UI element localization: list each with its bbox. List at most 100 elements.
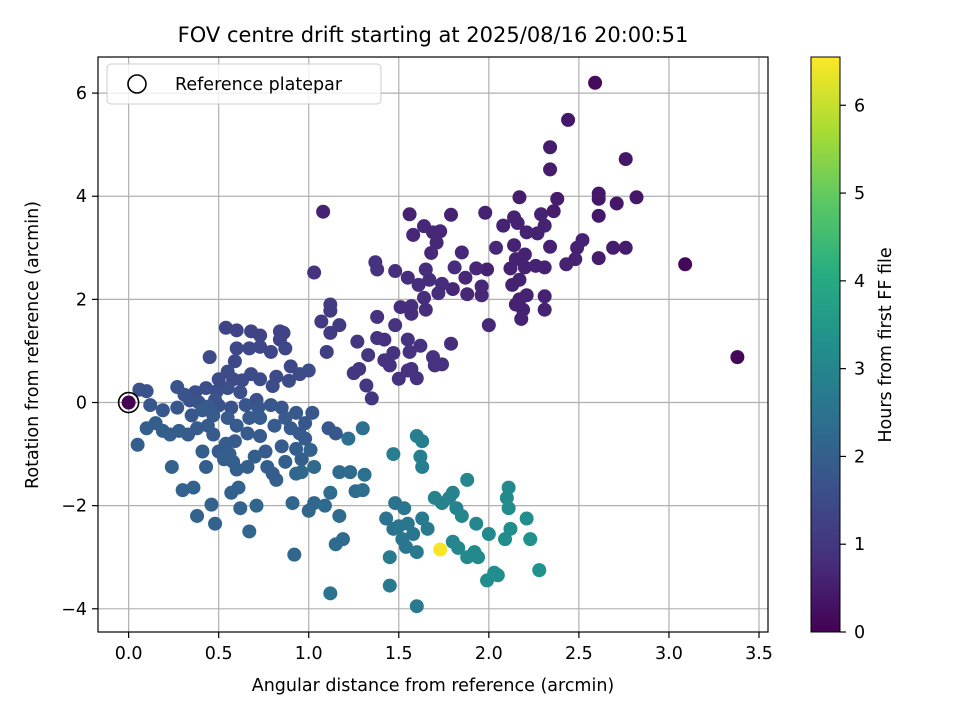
data-point — [505, 277, 520, 292]
data-point — [267, 418, 282, 433]
data-point — [402, 207, 417, 222]
data-point — [546, 204, 561, 219]
data-point — [251, 400, 266, 415]
data-point — [501, 480, 516, 495]
data-point — [379, 511, 394, 526]
data-point — [588, 75, 603, 90]
data-point — [499, 490, 514, 505]
data-point — [393, 300, 408, 315]
data-point — [240, 426, 255, 441]
data-point — [206, 408, 221, 423]
data-point — [609, 196, 624, 211]
data-point — [543, 162, 558, 177]
data-point — [678, 257, 693, 272]
colorbar-tick-label: 4 — [854, 272, 865, 292]
data-point — [398, 539, 413, 554]
data-point — [537, 302, 552, 317]
data-point — [478, 205, 493, 220]
data-point — [532, 563, 547, 578]
data-point — [444, 207, 459, 222]
y-tick-label: 0 — [76, 394, 87, 414]
x-axis-label: Angular distance from reference (arcmin) — [252, 676, 615, 696]
colorbar-tick-label: 3 — [854, 360, 865, 380]
colorbar-ticks: 0 1 2 3 4 5 6 — [840, 96, 865, 643]
data-point — [451, 540, 466, 555]
data-point — [618, 152, 633, 167]
data-point — [382, 358, 397, 373]
data-point — [307, 459, 322, 474]
data-point — [537, 218, 552, 233]
reference-point-marker — [117, 391, 140, 414]
data-point — [323, 586, 338, 601]
data-point — [307, 496, 322, 511]
data-point — [143, 398, 158, 413]
data-point — [190, 508, 205, 523]
y-tick-label: −4 — [61, 600, 87, 620]
data-point — [519, 225, 534, 240]
data-point — [618, 240, 633, 255]
data-point — [332, 508, 347, 523]
x-tick-label: 2.0 — [475, 644, 503, 664]
data-point — [229, 462, 244, 477]
data-point — [121, 395, 136, 410]
data-point — [242, 341, 257, 356]
colorbar-tick-label: 2 — [854, 447, 865, 467]
data-point — [537, 260, 552, 275]
data-point — [132, 382, 147, 397]
data-point — [512, 190, 527, 205]
data-point — [445, 485, 460, 500]
data-point — [233, 385, 248, 400]
data-point — [481, 527, 496, 542]
data-point — [253, 429, 268, 444]
data-point — [415, 459, 430, 474]
data-point — [422, 272, 437, 287]
data-point — [204, 497, 219, 512]
data-point — [247, 449, 262, 464]
x-tick-label: 1.5 — [385, 644, 413, 664]
x-tick-label: 1.0 — [295, 644, 323, 664]
data-point — [285, 496, 300, 511]
data-point — [195, 444, 210, 459]
data-point — [386, 447, 401, 462]
data-point — [550, 191, 565, 206]
data-point — [510, 216, 525, 231]
colorbar-gradient — [810, 56, 841, 633]
data-point — [490, 568, 505, 583]
data-point — [253, 339, 268, 354]
data-point — [314, 314, 329, 329]
x-axis-ticks: 0.0 0.5 1.0 1.5 2.0 2.5 3.0 3.5 — [115, 632, 773, 664]
data-point — [469, 261, 484, 276]
data-point — [606, 240, 621, 255]
chart-title: FOV centre drift starting at 2025/08/16 … — [178, 23, 689, 47]
data-point — [289, 441, 304, 456]
data-point — [289, 405, 304, 420]
data-point — [355, 483, 370, 498]
data-point — [281, 373, 296, 388]
data-point — [316, 204, 331, 219]
data-point — [629, 190, 644, 205]
data-point — [409, 545, 424, 560]
data-point — [184, 408, 199, 423]
data-point — [474, 279, 489, 294]
data-point — [253, 372, 268, 387]
data-point — [301, 363, 316, 378]
data-point — [400, 270, 415, 285]
data-point — [543, 239, 558, 254]
data-point — [516, 302, 531, 317]
data-point — [469, 516, 484, 531]
x-tick-label: 0.0 — [115, 644, 143, 664]
data-point — [359, 378, 374, 393]
data-point — [229, 341, 244, 356]
data-point — [489, 240, 504, 255]
data-point — [444, 336, 459, 351]
y-tick-label: −2 — [61, 497, 87, 517]
data-point — [501, 501, 516, 516]
data-point — [343, 465, 358, 480]
data-point — [406, 227, 421, 242]
data-point — [575, 233, 590, 248]
colorbar-label: Hours from first FF file — [876, 247, 896, 442]
data-point — [328, 426, 343, 441]
data-point — [346, 366, 361, 381]
data-point — [397, 501, 412, 516]
data-point — [274, 439, 289, 454]
